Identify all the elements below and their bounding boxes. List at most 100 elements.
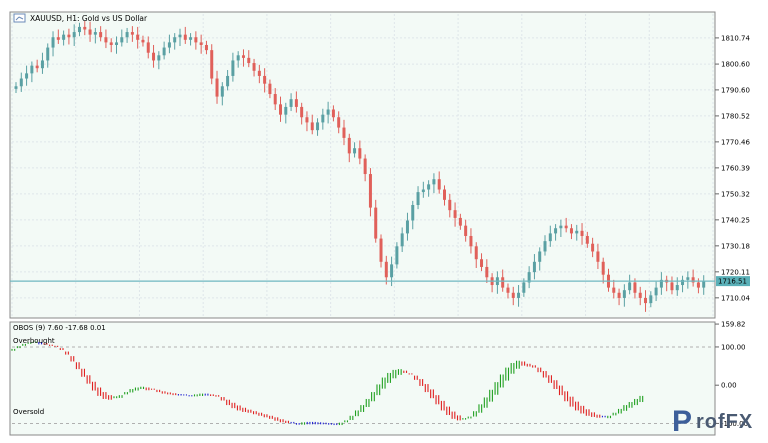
oversold-label: Oversold bbox=[13, 408, 44, 416]
candle-body bbox=[289, 99, 293, 107]
candle-body bbox=[617, 292, 621, 298]
candle-body bbox=[649, 295, 653, 304]
candle-body bbox=[247, 57, 251, 64]
candle-body bbox=[178, 34, 182, 38]
candle-body bbox=[115, 42, 119, 45]
candle-body bbox=[591, 243, 595, 252]
logo-p-glyph: P bbox=[672, 405, 693, 438]
candle-body bbox=[204, 44, 208, 51]
candle-body bbox=[226, 75, 230, 87]
candle-body bbox=[363, 158, 367, 175]
candle-body bbox=[273, 94, 277, 105]
candle-body bbox=[173, 37, 177, 43]
candle-body bbox=[686, 277, 690, 280]
candle-body bbox=[527, 272, 531, 283]
candle-body bbox=[511, 292, 515, 298]
candle-body bbox=[162, 47, 166, 56]
candle-body bbox=[331, 109, 335, 118]
candle-body bbox=[458, 217, 462, 226]
candle-body bbox=[310, 122, 314, 131]
obos-histogram bbox=[11, 341, 644, 426]
candle-body bbox=[405, 220, 409, 234]
candle-body bbox=[300, 106, 304, 118]
candle-body bbox=[596, 251, 600, 262]
candle-body bbox=[353, 148, 357, 154]
candle-body bbox=[284, 106, 288, 115]
candle-body bbox=[464, 225, 468, 236]
candle-body bbox=[601, 261, 605, 275]
candle-body bbox=[532, 261, 536, 273]
candle-body bbox=[437, 179, 441, 190]
candle-body bbox=[580, 230, 584, 236]
price-tick-label: 1710.04 bbox=[721, 294, 750, 302]
chart-title-text: XAUUSD, H1: Gold vs US Dollar bbox=[30, 14, 148, 23]
candle-body bbox=[374, 207, 378, 239]
candle-body bbox=[35, 65, 39, 69]
candle-body bbox=[109, 42, 113, 45]
candle-body bbox=[136, 34, 140, 40]
candle-body bbox=[347, 137, 351, 154]
candle-body bbox=[522, 282, 526, 293]
candle-body bbox=[252, 63, 256, 71]
candle-body bbox=[379, 238, 383, 262]
price-tick-label: 1730.18 bbox=[721, 242, 750, 250]
price-tick-label: 1770.46 bbox=[721, 138, 750, 146]
candle-body bbox=[506, 287, 510, 293]
candle-body bbox=[416, 192, 420, 206]
candle-body bbox=[294, 99, 298, 107]
candle-body bbox=[654, 287, 658, 296]
candle-body bbox=[93, 32, 97, 35]
candle-body bbox=[342, 127, 346, 138]
candle-body bbox=[427, 184, 431, 190]
candle-body bbox=[125, 32, 129, 38]
candle-body bbox=[421, 189, 425, 193]
candle-body bbox=[30, 65, 34, 74]
candle-body bbox=[46, 47, 50, 61]
candle-body bbox=[210, 50, 214, 79]
obos-label: OBOS (9) 7.60 -17.68 0.01 bbox=[13, 324, 106, 332]
candle-body bbox=[215, 78, 219, 97]
candle-body bbox=[538, 251, 542, 262]
candle-body bbox=[395, 246, 399, 265]
price-tick-label: 1740.25 bbox=[721, 216, 750, 224]
candle-body bbox=[622, 290, 626, 298]
candle-body bbox=[432, 179, 436, 185]
price-tick-label: 1780.52 bbox=[721, 112, 750, 120]
candle-body bbox=[474, 246, 478, 260]
candle-body bbox=[469, 235, 473, 247]
obos-tick-label: 100.00 bbox=[721, 343, 746, 351]
candle-body bbox=[321, 114, 325, 123]
candle-body bbox=[659, 279, 663, 288]
candle-body bbox=[575, 230, 579, 234]
candle-body bbox=[220, 86, 224, 97]
obos-levels bbox=[12, 346, 713, 424]
candle-body bbox=[40, 60, 44, 69]
profx-logo: P rofFX bbox=[672, 401, 762, 441]
candle-body bbox=[199, 42, 203, 45]
candle-body bbox=[25, 73, 29, 79]
candle-body bbox=[675, 285, 679, 291]
price-tick-label: 1810.74 bbox=[721, 34, 750, 42]
candle-body bbox=[485, 266, 489, 278]
candle-body bbox=[141, 39, 145, 43]
candle-body bbox=[62, 34, 66, 40]
candle-body bbox=[14, 86, 18, 89]
candle-body bbox=[99, 32, 103, 38]
candle-body bbox=[696, 282, 700, 288]
price-tick-label: 1760.39 bbox=[721, 164, 750, 172]
candle-body bbox=[167, 42, 171, 48]
candle-body bbox=[51, 37, 55, 48]
candle-body bbox=[257, 70, 261, 76]
candle-body bbox=[702, 281, 706, 288]
obos-pane bbox=[9, 321, 716, 436]
candle-body bbox=[157, 55, 161, 61]
candle-body bbox=[501, 277, 505, 288]
current-price-label: 1716.51 bbox=[718, 278, 747, 286]
candle-body bbox=[411, 205, 415, 221]
candle-body bbox=[88, 29, 92, 35]
candle-body bbox=[72, 32, 76, 38]
candle-body bbox=[612, 287, 616, 293]
candle-body bbox=[691, 277, 695, 283]
candle-body bbox=[130, 32, 134, 35]
